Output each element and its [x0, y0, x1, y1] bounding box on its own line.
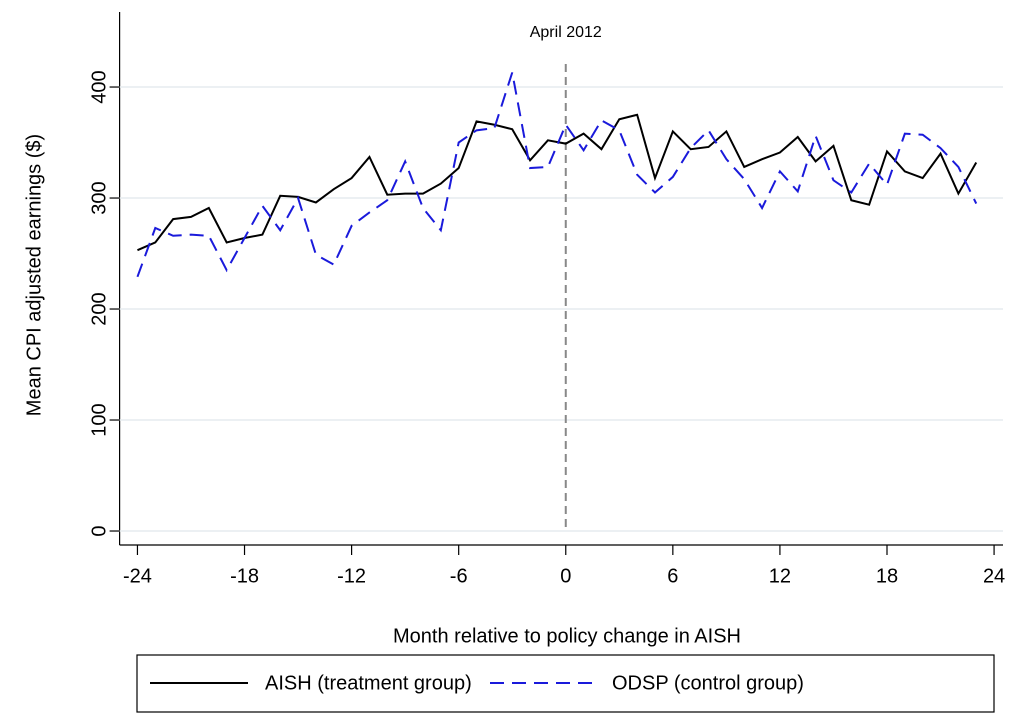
x-tick-label: 6 — [667, 565, 678, 587]
y-tick-label: 200 — [88, 292, 110, 325]
annotation: April 2012 — [530, 24, 602, 41]
legend-label: ODSP (control group) — [612, 672, 804, 694]
x-tick-label: -12 — [337, 565, 366, 587]
data-line — [136, 72, 978, 278]
legend-box — [136, 654, 995, 713]
y-tick-label: 100 — [88, 403, 110, 436]
x-tick-label: -18 — [230, 565, 259, 587]
y-tick-label: 400 — [88, 70, 110, 103]
y-tick-label: 0 — [88, 525, 110, 536]
x-tick-label: -24 — [123, 565, 152, 587]
y-tick-label: 300 — [88, 181, 110, 214]
y-axis-title: Mean CPI adjusted earnings ($) — [23, 134, 45, 416]
x-tick-label: 18 — [876, 565, 898, 587]
x-tick-label: -6 — [450, 565, 468, 587]
x-axis-title: Month relative to policy change in AISH — [393, 625, 741, 647]
x-tick-label: 12 — [769, 565, 791, 587]
x-tick-label: 24 — [983, 565, 1005, 587]
data-line — [137, 113, 978, 252]
x-tick-label: 0 — [560, 565, 571, 587]
legend-label: AISH (treatment group) — [265, 672, 472, 694]
